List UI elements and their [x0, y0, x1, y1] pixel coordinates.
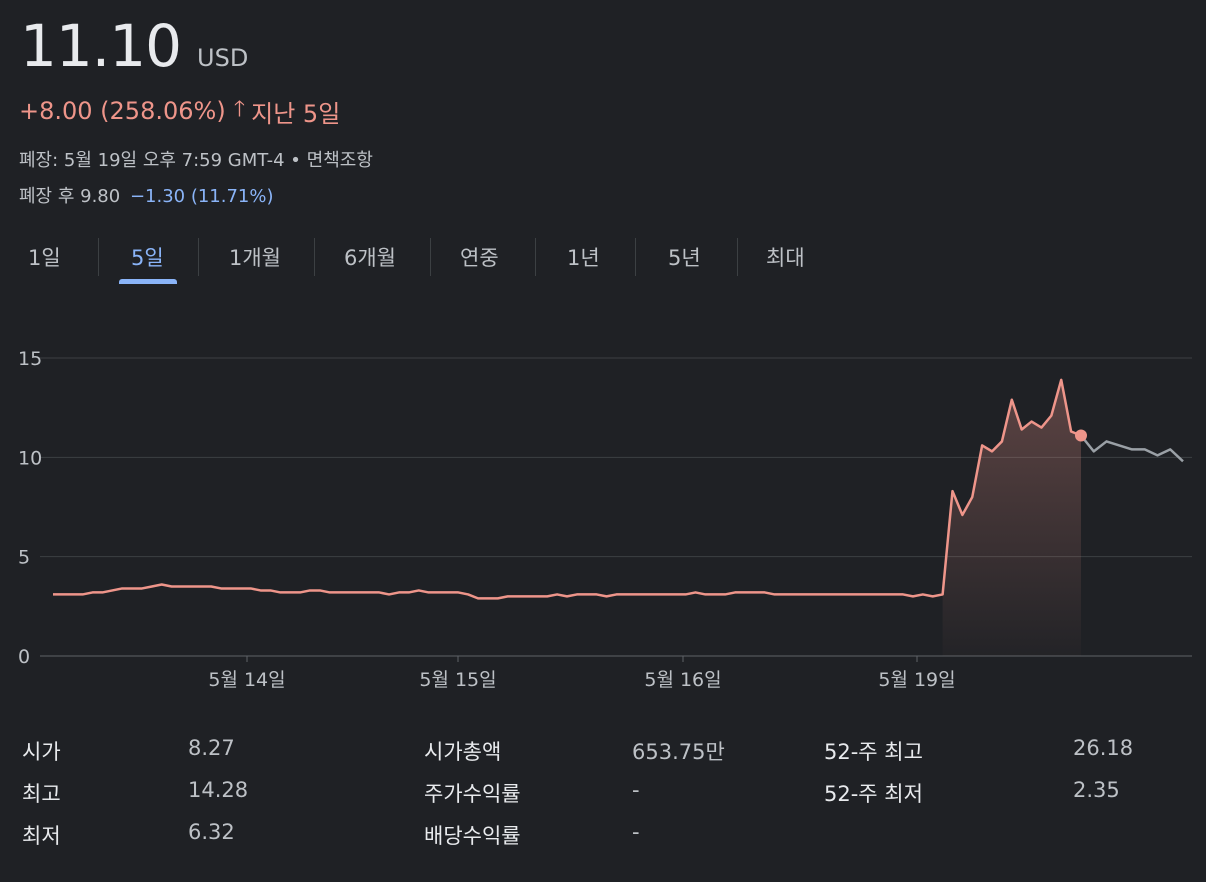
- tab-6m[interactable]: 6개월: [344, 246, 397, 270]
- disclaimer-link[interactable]: 면책조항: [306, 150, 373, 171]
- stat-label: 최저: [22, 824, 61, 848]
- tab-1m[interactable]: 1개월: [229, 246, 282, 270]
- after-hours-change: −1.30 (11.71%): [129, 186, 274, 207]
- tab-divider: [635, 238, 636, 276]
- stat-value: 8.27: [188, 736, 235, 760]
- stat-label: 배당수익률: [424, 824, 521, 848]
- after-hours-price: 폐장 후 9.80: [19, 186, 121, 207]
- tab-1y[interactable]: 1년: [567, 246, 600, 270]
- tab-divider: [535, 238, 536, 276]
- range-tabs: 1일 5일 1개월 6개월 연중 1년 5년 최대: [0, 232, 830, 286]
- stat-label: 52-주 최고: [824, 740, 923, 764]
- arrow-up-icon: 🡑: [233, 97, 246, 122]
- after-hours-line: [1080, 434, 1184, 463]
- stat-label: 주가수익률: [424, 782, 521, 806]
- stat-value: 2.35: [1073, 778, 1120, 802]
- stat-value: 6.32: [188, 820, 235, 844]
- x-tick-label: 5월 19일: [878, 669, 955, 691]
- x-tick-label: 5월 14일: [208, 669, 285, 691]
- close-time: 폐장: 5월 19일 오후 7:59 GMT-4 •: [19, 150, 307, 171]
- price-change: +8.00 (258.06%) 🡑 지난 5일: [19, 92, 340, 130]
- tab-divider: [314, 238, 315, 276]
- tab-divider: [98, 238, 99, 276]
- price-line: [53, 378, 1082, 600]
- stat-value: -: [632, 778, 640, 802]
- y-tick-label: 15: [18, 348, 42, 370]
- x-tick-label: 5월 16일: [644, 669, 721, 691]
- close-info: 폐장: 5월 19일 오후 7:59 GMT-4 • 면책조항: [19, 146, 373, 172]
- tab-1d[interactable]: 1일: [28, 246, 61, 270]
- stat-label: 52-주 최저: [824, 782, 923, 806]
- price-header: 11.10 USD: [20, 12, 248, 80]
- tab-max[interactable]: 최대: [766, 246, 805, 270]
- y-tick-label: 5: [18, 547, 30, 569]
- change-value: +8.00 (258.06%): [19, 97, 226, 125]
- change-period: 지난 5일: [251, 99, 341, 128]
- price-chart[interactable]: 0 5 10 15 5월 14일 5월 15일 5월 16일 5월 19일: [0, 300, 1206, 700]
- tab-divider: [198, 238, 199, 276]
- stat-label: 시가: [22, 740, 61, 764]
- current-price: 11.10: [20, 12, 182, 80]
- stat-label: 최고: [22, 782, 61, 806]
- tab-5y[interactable]: 5년: [668, 246, 701, 270]
- stat-value: -: [632, 820, 640, 844]
- stat-label: 시가총액: [424, 740, 502, 764]
- stat-value: 26.18: [1073, 736, 1134, 760]
- y-tick-label: 0: [18, 646, 30, 668]
- stat-value: 14.28: [188, 778, 249, 802]
- current-price-marker: [1075, 429, 1087, 442]
- after-hours: 폐장 후 9.80 −1.30 (11.71%): [19, 182, 274, 208]
- y-tick-label: 10: [18, 447, 42, 469]
- tab-divider: [430, 238, 431, 276]
- currency-label: USD: [197, 44, 249, 72]
- x-tick-label: 5월 15일: [419, 669, 496, 691]
- area-fill: [942, 379, 1081, 656]
- tab-ytd[interactable]: 연중: [460, 246, 499, 270]
- stat-value: 653.75만: [632, 740, 725, 764]
- tab-divider: [737, 238, 738, 276]
- active-tab-indicator: [119, 279, 177, 284]
- tab-5d[interactable]: 5일: [119, 232, 177, 286]
